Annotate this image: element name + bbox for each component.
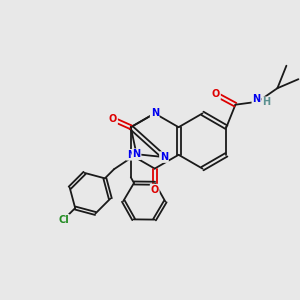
- Text: O: O: [151, 184, 159, 195]
- Text: O: O: [109, 114, 117, 124]
- Text: N: N: [151, 108, 159, 118]
- Text: O: O: [212, 89, 220, 99]
- Text: Cl: Cl: [58, 215, 69, 225]
- Text: H: H: [262, 97, 270, 107]
- Text: N: N: [252, 94, 260, 104]
- Text: N: N: [160, 152, 168, 162]
- Text: N: N: [133, 149, 141, 159]
- Text: N: N: [127, 150, 135, 160]
